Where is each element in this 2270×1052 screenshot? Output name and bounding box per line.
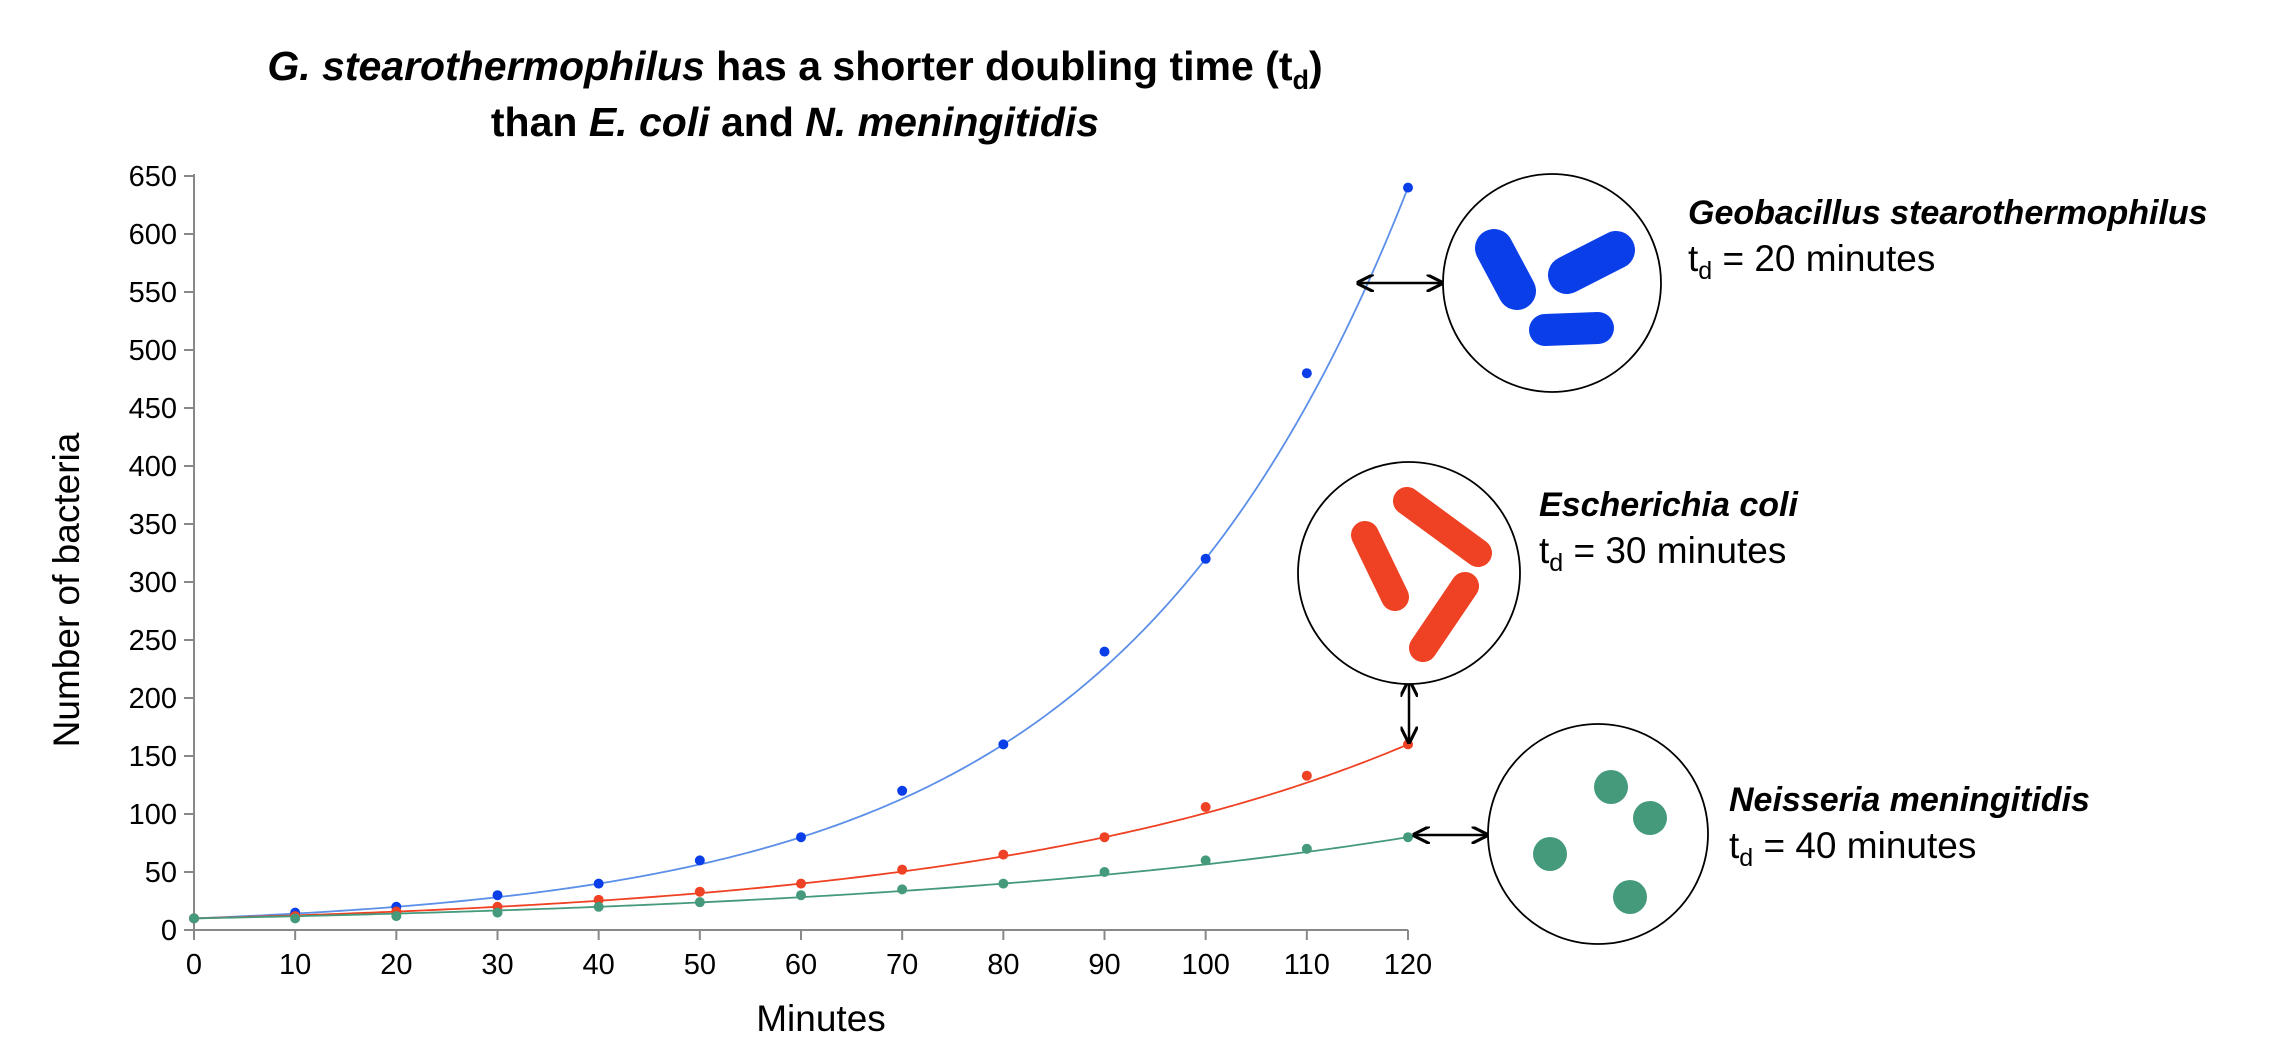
data-point-geobacillus <box>897 785 908 796</box>
cell-circle-escherichia <box>1297 461 1521 685</box>
data-point-escherichia <box>897 864 908 875</box>
x-tick-label: 80 <box>987 949 1019 981</box>
data-point-neisseria <box>1200 855 1211 866</box>
x-tick-label: 40 <box>583 949 615 981</box>
data-point-neisseria <box>391 911 402 922</box>
x-tick-label: 10 <box>279 949 311 981</box>
coccus-bacteria-icon <box>1533 837 1567 871</box>
data-point-escherichia <box>1200 802 1211 813</box>
data-point-geobacillus <box>593 878 604 889</box>
doubling-time-neisseria: td = 40 minutes <box>1729 825 1977 872</box>
y-tick-label: 0 <box>161 915 177 947</box>
cell-circle-neisseria <box>1487 723 1709 945</box>
data-point-escherichia <box>1301 770 1312 781</box>
trendline-neisseria <box>193 836 1409 920</box>
y-tick-label: 450 <box>129 393 177 425</box>
y-tick-label: 250 <box>129 625 177 657</box>
x-tick-label: 60 <box>785 949 817 981</box>
data-point-escherichia <box>998 849 1009 860</box>
x-tick-label: 100 <box>1181 949 1229 981</box>
y-axis-title: Number of bacteria <box>46 432 87 747</box>
x-tick-label: 110 <box>1284 949 1330 981</box>
x-tick-label: 90 <box>1088 949 1120 981</box>
y-tick-label: 300 <box>129 567 177 599</box>
data-point-neisseria <box>593 901 604 912</box>
y-tick-label: 350 <box>129 509 177 541</box>
data-point-neisseria <box>796 890 806 901</box>
chart-title-line2: than E. coli and N. meningitidis <box>490 99 1100 145</box>
y-tick-label: 500 <box>129 335 177 367</box>
species-name-escherichia: Escherichia coli <box>1539 486 1798 524</box>
cell-illustration-neisseria <box>1487 723 1709 945</box>
x-tick-label: 70 <box>886 949 918 981</box>
y-tick-label: 50 <box>145 857 177 889</box>
coccus-bacteria-icon <box>1633 801 1667 835</box>
y-tick-label: 400 <box>129 451 177 483</box>
rod-bacteria-icon <box>1351 521 1409 611</box>
data-point-geobacillus <box>492 890 503 901</box>
data-point-neisseria <box>189 913 199 924</box>
data-point-geobacillus <box>998 739 1009 750</box>
data-point-escherichia <box>694 886 705 897</box>
data-point-neisseria <box>290 913 301 924</box>
rod-bacteria-icon <box>1475 229 1536 310</box>
rod-bacteria-icon <box>1409 572 1479 662</box>
x-tick-label: 0 <box>186 949 202 981</box>
data-point-geobacillus <box>1200 553 1211 564</box>
data-point-neisseria <box>1301 843 1312 854</box>
data-point-neisseria <box>1099 867 1110 877</box>
x-axis-title: Minutes <box>756 998 886 1039</box>
data-point-neisseria <box>492 907 503 918</box>
x-tick-label: 20 <box>380 949 412 981</box>
data-point-neisseria <box>1403 832 1413 843</box>
rod-bacteria-icon <box>1393 487 1492 567</box>
label-geobacillus: Geobacillus stearothermophilus td = 20 m… <box>1688 190 2208 285</box>
data-point-escherichia <box>593 894 604 905</box>
trendline-geobacillus <box>193 187 1409 920</box>
chart-title: G. stearothermophilus has a shorter doub… <box>0 38 1590 150</box>
y-tick-label: 100 <box>129 799 177 831</box>
x-tick-label: 50 <box>684 949 716 981</box>
doubling-time-geobacillus: td = 20 minutes <box>1688 238 1936 285</box>
data-point-geobacillus <box>1099 646 1110 657</box>
cell-illustration-escherichia <box>1297 461 1521 685</box>
data-point-geobacillus <box>796 832 806 843</box>
data-point-geobacillus <box>694 855 705 866</box>
label-escherichia: Escherichia coli td = 30 minutes <box>1539 482 1798 577</box>
cell-illustration-geobacillus <box>1442 173 1662 393</box>
y-tick-label: 150 <box>129 741 177 773</box>
doubling-time-escherichia: td = 30 minutes <box>1539 530 1787 577</box>
species-name-neisseria: Neisseria meningitidis <box>1729 781 2090 819</box>
data-point-neisseria <box>694 897 705 908</box>
x-tick-label: 30 <box>481 949 513 981</box>
y-tick-label: 600 <box>129 219 177 251</box>
x-tick-label: 120 <box>1384 949 1432 981</box>
data-point-geobacillus <box>1301 368 1312 379</box>
species-name-geobacillus: Geobacillus stearothermophilus <box>1688 194 2208 232</box>
label-neisseria: Neisseria meningitidis td = 40 minutes <box>1729 777 2090 872</box>
y-tick-label: 200 <box>129 683 177 715</box>
rod-bacteria-icon <box>1548 231 1635 294</box>
y-tick-label: 550 <box>129 277 177 309</box>
data-point-geobacillus <box>1403 182 1413 193</box>
data-point-neisseria <box>897 884 908 895</box>
coccus-bacteria-icon <box>1594 770 1628 804</box>
chart-title-line1: G. stearothermophilus has a shorter doub… <box>267 43 1323 95</box>
data-point-escherichia <box>1099 832 1110 843</box>
y-tick-label: 650 <box>129 161 177 193</box>
data-point-escherichia <box>796 878 806 889</box>
rod-bacteria-icon <box>1529 312 1614 346</box>
data-point-neisseria <box>998 878 1009 889</box>
coccus-bacteria-icon <box>1613 880 1647 914</box>
